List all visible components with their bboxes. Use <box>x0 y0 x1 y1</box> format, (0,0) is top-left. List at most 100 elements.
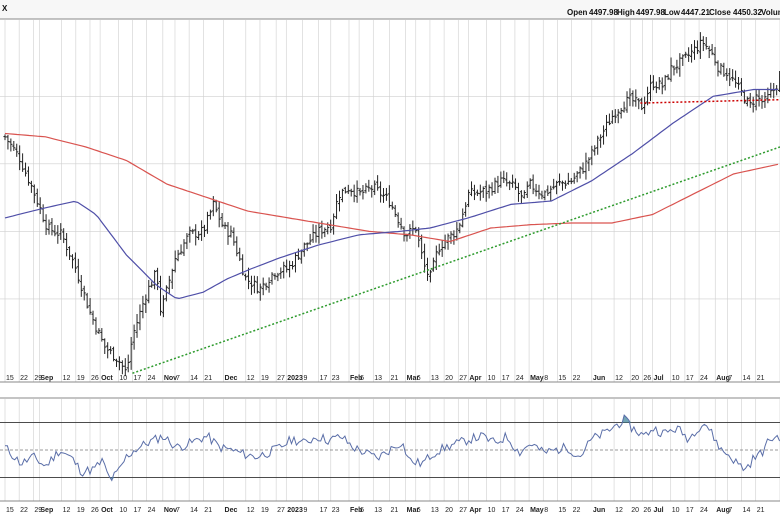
ohlc-bar <box>65 233 69 257</box>
ohlc-bar <box>311 224 315 243</box>
ohlc-bar <box>757 89 761 107</box>
ohlc-bar <box>249 275 254 295</box>
x-tick-label: 24 <box>700 507 708 514</box>
x-tick-label: Jul <box>654 375 664 382</box>
ohlc-bar <box>293 252 298 273</box>
ohlc-bar <box>334 194 339 220</box>
x-tick-label: 9 <box>303 507 307 514</box>
ohlc-bar <box>534 183 538 197</box>
x-tick-label: 17 <box>320 375 328 382</box>
ohlc-bar <box>487 184 491 199</box>
ohlc-bar <box>695 40 700 55</box>
close-value: 4450.32 <box>733 8 762 17</box>
ohlc-bar <box>202 224 207 238</box>
ohlc-bar <box>689 44 694 63</box>
ohlc-bar <box>185 233 189 250</box>
ohlc-bar <box>9 138 13 152</box>
x-tick-label: Dec <box>225 375 238 382</box>
x-tick-label: 14 <box>190 375 198 382</box>
x-tick-label: Nov <box>164 375 177 382</box>
ohlc-bar <box>337 190 342 212</box>
ohlc-bar <box>719 63 723 75</box>
x-tick-label: 24 <box>516 507 524 514</box>
x-tick-label: 22 <box>573 507 581 514</box>
ohlc-bar <box>273 273 277 280</box>
ohlc-bar <box>760 95 764 109</box>
ohlc-bar <box>26 166 31 186</box>
x-tick-label: May <box>530 375 544 382</box>
price-grid <box>0 20 780 382</box>
ohlc-bar <box>384 187 389 201</box>
ohlc-bar <box>660 77 664 95</box>
ohlc-bar <box>458 222 462 234</box>
ohlc-bar <box>355 180 359 203</box>
ohlc-bar <box>475 189 479 197</box>
ohlc-bar <box>775 85 779 96</box>
x-tick-label: 17 <box>133 507 141 514</box>
x-tick-label: 15 <box>6 507 14 514</box>
ohlc-bar <box>141 295 145 319</box>
ohlc-bar <box>109 346 113 355</box>
ohlc-bar <box>50 218 54 236</box>
x-tick-label: 17 <box>686 375 694 382</box>
ohlc-bar <box>135 314 139 338</box>
ohlc-bar <box>29 180 34 193</box>
ohlc-bar <box>217 201 221 228</box>
ohlc-bar <box>525 181 529 198</box>
ohlc-bar <box>21 153 25 172</box>
ohlc-bar <box>616 109 620 124</box>
ohlc-bar <box>199 220 204 241</box>
open-value: 4497.98 <box>589 8 618 17</box>
x-tick-label: 10 <box>119 507 127 514</box>
ohlc-bar <box>425 257 430 281</box>
x-tick-label: 23 <box>332 375 340 382</box>
x-tick-label: 19 <box>77 507 85 514</box>
x-tick-label: 19 <box>261 375 269 382</box>
ohlc-bar <box>205 211 210 234</box>
ohlc-bar <box>728 68 732 87</box>
ohlc-bar <box>736 76 741 90</box>
x-tick-label: Jun <box>593 375 605 382</box>
ohlc-bar <box>543 190 547 201</box>
ohlc-bar <box>258 283 262 301</box>
sma-200-line <box>4 132 779 243</box>
x-tick-label: 8 <box>544 507 548 514</box>
ohlc-bar <box>666 74 670 81</box>
ohlc-bar <box>431 257 435 272</box>
ohlc-bar <box>472 184 477 201</box>
x-tick-label: 17 <box>320 507 328 514</box>
osc-line <box>5 414 780 482</box>
ohlc-bar <box>314 224 318 243</box>
x-tick-label: Dec <box>225 507 238 514</box>
x-tick-label: 19 <box>77 375 85 382</box>
x-tick-label: 24 <box>148 507 156 514</box>
green-trendline <box>132 146 780 374</box>
x-tick-label: 27 <box>277 507 285 514</box>
x-tick-label: 27 <box>459 375 467 382</box>
ohlc-bar <box>191 228 195 234</box>
ohlc-bar <box>581 162 585 174</box>
osc-overbought-fill <box>5 415 780 423</box>
ohlc-bar <box>766 87 770 104</box>
ohlc-bar <box>452 230 456 245</box>
ohlc-bar <box>38 197 42 215</box>
ohlc-bar <box>144 294 148 314</box>
ohlc-bar <box>519 190 523 204</box>
x-tick-label: Mar <box>407 507 420 514</box>
ohlc-bar <box>745 96 749 107</box>
ohlc-bar <box>572 172 576 184</box>
x-tick-label: 29 <box>34 507 42 514</box>
ohlc-bar <box>625 91 629 113</box>
ohlc-bar <box>3 134 7 141</box>
ohlc-bar <box>376 175 380 191</box>
ohlc-bar <box>358 187 362 196</box>
x-tick-label: 10 <box>119 375 127 382</box>
x-tick-label: 12 <box>615 507 623 514</box>
ohlc-bar <box>329 219 333 233</box>
x-tick-label: 21 <box>390 375 398 382</box>
ohlc-bar <box>619 107 623 119</box>
ohlc-bar <box>493 177 497 195</box>
